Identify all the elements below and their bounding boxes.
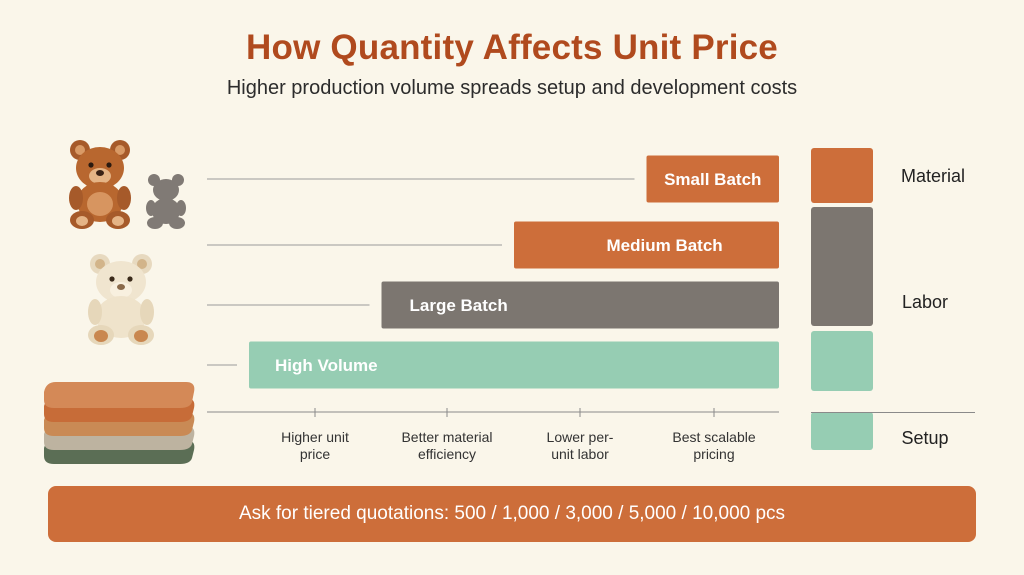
bar-label: High Volume	[275, 356, 378, 375]
x-tick-label: efficiency	[418, 446, 476, 462]
bar	[646, 155, 779, 203]
gray-bear-silhouette-icon	[146, 174, 186, 229]
x-tick-label: Best scalable	[672, 429, 755, 445]
fabric-stack-icon	[44, 382, 195, 464]
legend-divider	[811, 412, 975, 413]
bar-label: Large Batch	[410, 296, 508, 315]
page-title: How Quantity Affects Unit Price	[246, 28, 778, 67]
x-tick-label: Higher unit	[281, 429, 349, 445]
legend-label-material: Material	[900, 166, 966, 186]
x-tick-label: Lower per-	[547, 429, 614, 445]
legend-swatch-labor	[811, 207, 873, 326]
page-subtitle: Higher production volume spreads setup a…	[226, 77, 798, 99]
brown-bear-icon	[69, 140, 131, 229]
legend-swatch-setup	[811, 412, 873, 450]
legend-swatch-setup-upper	[811, 331, 873, 391]
bar-label: Medium Batch	[607, 236, 723, 255]
x-tick-label: unit labor	[551, 446, 609, 462]
bar-label: Small Batch	[664, 170, 761, 189]
bar	[249, 341, 779, 389]
bar	[514, 221, 779, 269]
bar	[381, 281, 779, 329]
legend-label-setup: Setup	[901, 428, 949, 448]
cta-text: Ask for tiered quotations: 500 / 1,000 /…	[238, 503, 786, 524]
x-tick-label: Better material	[401, 429, 492, 445]
cream-bear-icon	[88, 254, 154, 345]
x-tick-label: pricing	[693, 446, 734, 462]
legend-swatch-material	[811, 148, 873, 203]
legend-label-labor: Labor	[901, 292, 949, 312]
x-tick-label: price	[300, 446, 331, 462]
tiered-quotation-banner[interactable]: Ask for tiered quotations: 500 / 1,000 /…	[48, 486, 976, 542]
